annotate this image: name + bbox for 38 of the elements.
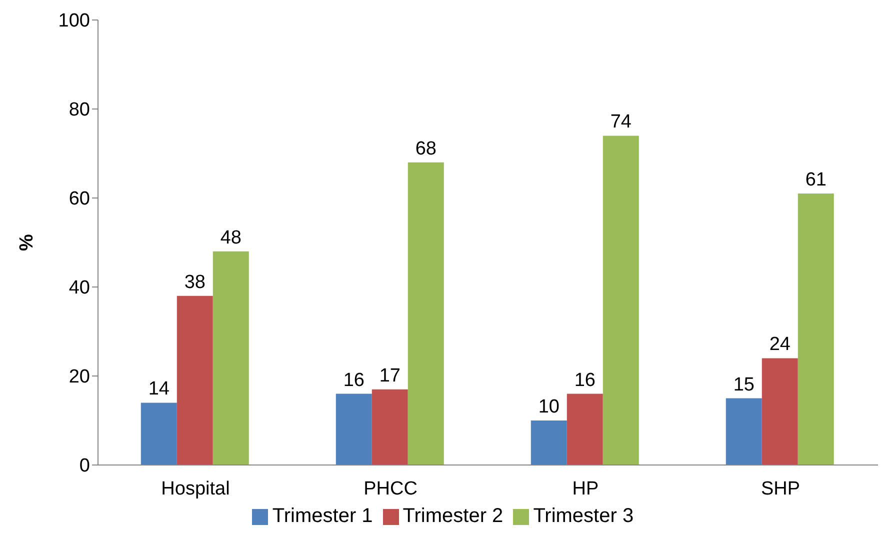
bar bbox=[762, 358, 798, 465]
bar bbox=[140, 402, 177, 465]
x-tick-label: SHP bbox=[760, 478, 800, 500]
data-label: 68 bbox=[415, 138, 436, 160]
data-label: 14 bbox=[148, 378, 170, 400]
bar bbox=[726, 398, 762, 465]
legend-label: Trimester 1 bbox=[272, 505, 373, 527]
data-label: 16 bbox=[574, 370, 596, 391]
data-label: 16 bbox=[343, 370, 364, 391]
data-label: 38 bbox=[184, 272, 206, 293]
legend-label: Trimester 2 bbox=[402, 505, 504, 527]
data-label: 48 bbox=[220, 227, 242, 248]
bar bbox=[408, 162, 444, 465]
bar bbox=[602, 136, 639, 465]
data-label: 24 bbox=[769, 334, 791, 356]
bar bbox=[176, 296, 213, 465]
y-tick-label: 40 bbox=[68, 278, 90, 299]
data-label: 61 bbox=[805, 170, 826, 191]
x-tick-label: HP bbox=[572, 478, 599, 500]
y-tick-label: 100 bbox=[58, 10, 90, 32]
y-tick-label: 60 bbox=[68, 188, 90, 210]
y-tick-label: 0 bbox=[79, 456, 90, 477]
x-tick-label: Hospital bbox=[161, 478, 230, 500]
bar bbox=[212, 251, 249, 465]
bar bbox=[372, 389, 408, 465]
data-label: 10 bbox=[538, 396, 560, 418]
data-label: 17 bbox=[379, 365, 400, 386]
x-tick-label: PHCC bbox=[364, 478, 418, 500]
y-tick-label: 80 bbox=[68, 100, 90, 121]
legend-label: Trimester 3 bbox=[533, 505, 634, 527]
y-tick-label: 20 bbox=[68, 366, 90, 388]
bar bbox=[336, 394, 372, 465]
bar bbox=[798, 194, 834, 465]
bar bbox=[566, 394, 603, 465]
data-label: 15 bbox=[733, 374, 754, 396]
bar bbox=[530, 420, 567, 465]
y-axis-title: % bbox=[16, 234, 38, 251]
data-label: 74 bbox=[610, 112, 632, 133]
